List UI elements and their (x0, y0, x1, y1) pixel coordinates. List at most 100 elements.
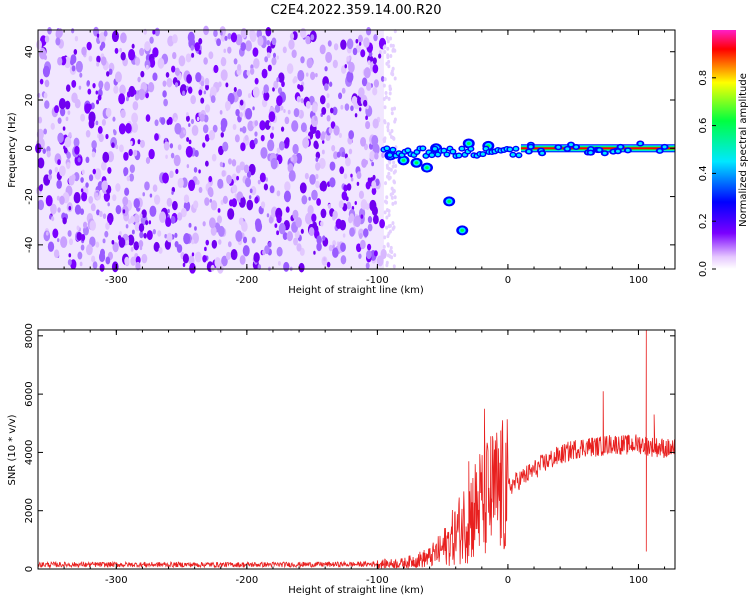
tail-point-center (425, 166, 429, 170)
noise-blob (137, 139, 141, 145)
noise-blob (367, 177, 371, 182)
noise-blob (218, 81, 222, 88)
noise-blob (169, 170, 174, 179)
noise-blob (220, 57, 227, 67)
noise-blob (188, 123, 191, 128)
noise-blob (260, 147, 268, 159)
noise-blob (131, 112, 139, 124)
noise-blob (54, 166, 59, 173)
noise-blob (125, 122, 132, 134)
noise-blob (220, 132, 224, 138)
noise-blob (384, 181, 388, 186)
noise-blob (148, 220, 152, 225)
noise-blob (271, 56, 277, 66)
tail-band-core (459, 147, 464, 151)
noise-blob (253, 58, 260, 69)
noise-blob (57, 132, 64, 144)
noise-blob (212, 124, 218, 133)
noise-blob (208, 51, 214, 60)
noise-blob (247, 93, 252, 99)
noise-blob (73, 137, 80, 148)
noise-blob (80, 177, 84, 183)
noise-blob (372, 118, 379, 129)
noise-blob (274, 223, 278, 228)
noise-blob (174, 232, 178, 238)
noise-blob (267, 64, 272, 72)
noise-blob (329, 107, 334, 114)
noise-blob (367, 243, 372, 251)
noise-blob (115, 205, 122, 215)
noise-blob (239, 161, 246, 171)
noise-blob (97, 94, 102, 101)
noise-blob (68, 132, 72, 138)
noise-blob (338, 92, 343, 100)
x-tick-label: 0 (505, 575, 511, 586)
noise-blob (149, 193, 153, 198)
noise-blob (193, 200, 199, 209)
noise-blob (111, 261, 119, 273)
noise-blob (113, 129, 116, 134)
noise-blob (200, 97, 205, 104)
noise-blob (62, 217, 67, 225)
noise-blob (145, 114, 151, 122)
noise-blob (141, 209, 147, 219)
noise-blob (213, 29, 218, 38)
noise-blob (103, 191, 111, 202)
noise-blob (145, 156, 151, 164)
noise-blob (356, 171, 362, 179)
noise-blob (81, 169, 85, 175)
noise-blob (348, 148, 353, 155)
noise-blob (194, 226, 197, 231)
noise-blob (392, 136, 396, 141)
noise-blob (157, 230, 162, 237)
noise-blob (105, 256, 111, 265)
noise-blob (47, 26, 52, 35)
noise-blob (177, 212, 183, 221)
noise-blob (241, 221, 248, 232)
y-tick-label: 0 (24, 145, 35, 151)
noise-blob (154, 119, 159, 127)
noise-blob (361, 77, 368, 87)
noise-blob (85, 182, 89, 188)
noise-blob (137, 76, 141, 83)
noise-blob (185, 53, 192, 63)
noise-blob (57, 207, 61, 213)
noise-blob (386, 46, 390, 51)
noise-blob (283, 261, 290, 272)
noise-blob (221, 255, 228, 267)
noise-blob (174, 122, 182, 135)
noise-blob (133, 149, 138, 157)
noise-blob (131, 43, 135, 49)
noise-blob (354, 201, 357, 205)
tail-band-core (384, 146, 389, 150)
noise-blob (360, 239, 366, 250)
noise-blob (194, 251, 202, 263)
noise-blob (147, 82, 155, 93)
noise-blob (230, 32, 238, 43)
noise-blob (52, 228, 59, 239)
noise-blob (228, 199, 234, 207)
noise-blob (276, 95, 283, 107)
noise-blob (70, 58, 75, 66)
noise-blob (118, 123, 126, 135)
noise-blob (96, 99, 100, 105)
x-tick-label: -300 (105, 575, 128, 586)
noise-blob (56, 195, 60, 201)
noise-blob (115, 183, 121, 192)
noise-blob (315, 162, 321, 171)
noise-blob (114, 47, 119, 54)
noise-blob (80, 113, 86, 122)
noise-blob (284, 116, 290, 125)
noise-blob (46, 150, 51, 158)
noise-blob (340, 255, 347, 265)
noise-blob (266, 213, 270, 218)
noise-blob (259, 172, 266, 183)
noise-blob (182, 253, 189, 264)
noise-blob (237, 63, 242, 71)
noise-blob (346, 38, 354, 50)
noise-blob (228, 158, 232, 165)
noise-blob (42, 65, 51, 78)
main-line-bump-core (657, 149, 662, 153)
noise-blob (173, 117, 177, 123)
